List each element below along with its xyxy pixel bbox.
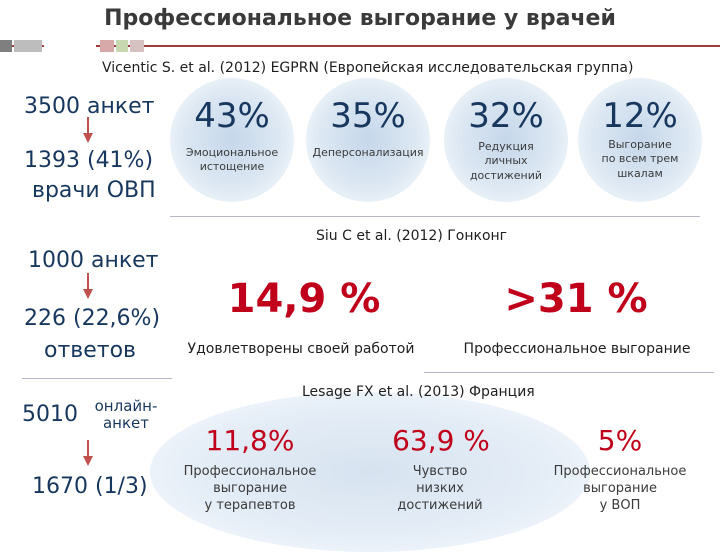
section-divider <box>22 378 172 379</box>
down-arrow-icon <box>83 440 93 466</box>
deco-square <box>14 40 42 52</box>
stat-label-line: по всем трем <box>601 152 679 166</box>
background-ellipse <box>150 392 590 552</box>
stat-value: >31 % <box>504 276 648 322</box>
section2-surveys: 1000 анкет <box>28 248 159 273</box>
stat-label: Эмоциональное истощение <box>172 146 292 175</box>
deco-square <box>100 40 114 52</box>
deco-square <box>0 40 12 52</box>
down-arrow-icon <box>83 117 93 143</box>
stat-label-line: личных <box>484 154 528 168</box>
section-divider <box>170 216 700 217</box>
stat-label-line: низких <box>416 480 464 496</box>
stat-label-line: выгорание <box>213 480 287 496</box>
section1-responses: 1393 (41%) <box>24 148 154 173</box>
stat-label: Чувство низких достижений <box>370 464 510 515</box>
deco-square <box>130 40 144 52</box>
stat-value: 11,8% <box>205 424 295 457</box>
stat-label: Профессиональное выгорание <box>463 341 691 357</box>
stat-label: Выгорание по всем трем шкалам <box>580 138 700 181</box>
stat-label-line: Выгорание <box>608 138 672 151</box>
stat-value: 35% <box>330 96 406 136</box>
stat-circle-bg <box>444 78 568 202</box>
stat-label-line: у ВОП <box>599 497 641 513</box>
section2-responses-note: ответов <box>44 338 137 363</box>
stat-value: 14,9 % <box>227 276 381 322</box>
page-title: Профессиональное выгорание у врачей <box>104 6 616 31</box>
section2-responses: 226 (22,6%) <box>24 306 161 331</box>
stat-label: Удовлетворены своей работой <box>187 341 415 357</box>
stat-circle-bg <box>170 78 294 202</box>
stat-circle-bg <box>306 78 430 202</box>
stat-value: 5% <box>597 424 643 457</box>
stat-label-line: Редукция <box>478 140 534 153</box>
section1-responses-note: врачи ОВП <box>32 178 156 203</box>
stat-label: Профессиональное выгорание у ВОП <box>540 464 700 515</box>
title-divider <box>0 40 720 52</box>
stat-label-line: Профессиональное <box>183 464 317 479</box>
stat-value: 32% <box>468 96 544 136</box>
down-arrow-icon <box>83 273 93 299</box>
stat-label-line: Эмоциональное <box>185 146 279 159</box>
section1-source: Vicentic S. et al. (2012) EGPRN (Европей… <box>102 60 634 76</box>
section3-source: Lesage FX et al. (2013) Франция <box>302 384 535 400</box>
stat-value: 63,9 % <box>392 424 490 457</box>
stat-label: Профессиональное выгорание у терапевтов <box>170 464 330 515</box>
stat-label: Редукция личных достижений <box>446 140 566 183</box>
stat-label-line: достижений <box>469 168 543 182</box>
deco-square <box>116 40 128 52</box>
stat-label-line: Чувство <box>412 464 468 479</box>
deco-square <box>44 40 96 52</box>
stat-label-line: шкалам <box>617 166 663 180</box>
section3-surveys: 5010 <box>22 402 78 427</box>
stat-label-line: достижений <box>397 497 483 513</box>
stat-label-line: Деперсонализация <box>312 146 424 159</box>
stat-value: 43% <box>194 96 270 136</box>
stat-label-line: выгорание <box>583 480 657 496</box>
section3-responses: 1670 (1/3) <box>32 474 148 499</box>
stat-value: 12% <box>602 96 678 136</box>
divider-line <box>0 45 720 47</box>
stat-label-line: истощение <box>199 160 265 174</box>
stat-circle-bg <box>578 78 702 202</box>
stat-label-line: Профессиональное <box>553 464 687 479</box>
note-line: онлайн- <box>94 397 158 415</box>
stat-label: Деперсонализация <box>300 146 436 160</box>
section2-source: Siu C et al. (2012) Гонконг <box>316 228 508 244</box>
stat-label-line: у терапевтов <box>204 497 296 513</box>
section1-surveys: 3500 анкет <box>24 94 155 119</box>
section3-surveys-note: онлайн- анкет <box>90 398 162 431</box>
section-divider <box>424 372 714 373</box>
note-line: анкет <box>102 413 150 432</box>
